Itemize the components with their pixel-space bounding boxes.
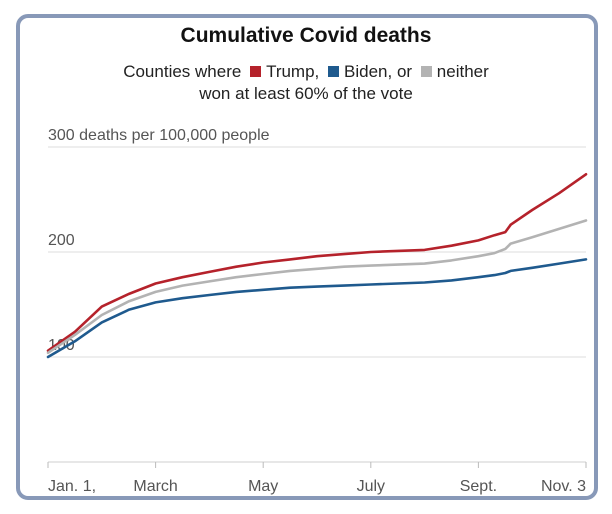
series-line-2 — [46, 219, 588, 355]
legend-prefix: Counties where — [123, 62, 242, 81]
chart-title: Cumulative Covid deaths — [180, 24, 432, 47]
x-tick-label-0: Jan. 1, — [48, 478, 96, 495]
series-line-1 — [46, 258, 588, 359]
legend-label-biden: Biden, or — [344, 62, 413, 81]
legend-swatch-neither — [420, 66, 432, 77]
legend-label-neither: neither — [436, 62, 489, 81]
x-tick-label-1: March — [133, 478, 177, 495]
y-tick-label-200: 200 — [48, 232, 75, 249]
legend-line-1: Counties where Trump, Biden, or neither — [0, 61, 612, 83]
legend-label-trump: Trump, — [266, 62, 320, 81]
x-tick-label-4: Sept. — [460, 478, 497, 495]
x-tick-label-2: May — [248, 478, 278, 495]
x-tick-label-3: July — [357, 478, 385, 495]
legend-line-2: won at least 60% of the vote — [199, 84, 413, 103]
legend-swatch-biden — [328, 66, 340, 77]
y-tick-label-300: 300 deaths per 100,000 people — [48, 127, 270, 144]
chart-legend: Counties where Trump, Biden, or neither … — [0, 61, 612, 105]
series-line-0 — [46, 173, 588, 352]
x-tick-label-5: Nov. 3 — [541, 478, 586, 495]
legend-swatch-trump — [250, 66, 262, 77]
